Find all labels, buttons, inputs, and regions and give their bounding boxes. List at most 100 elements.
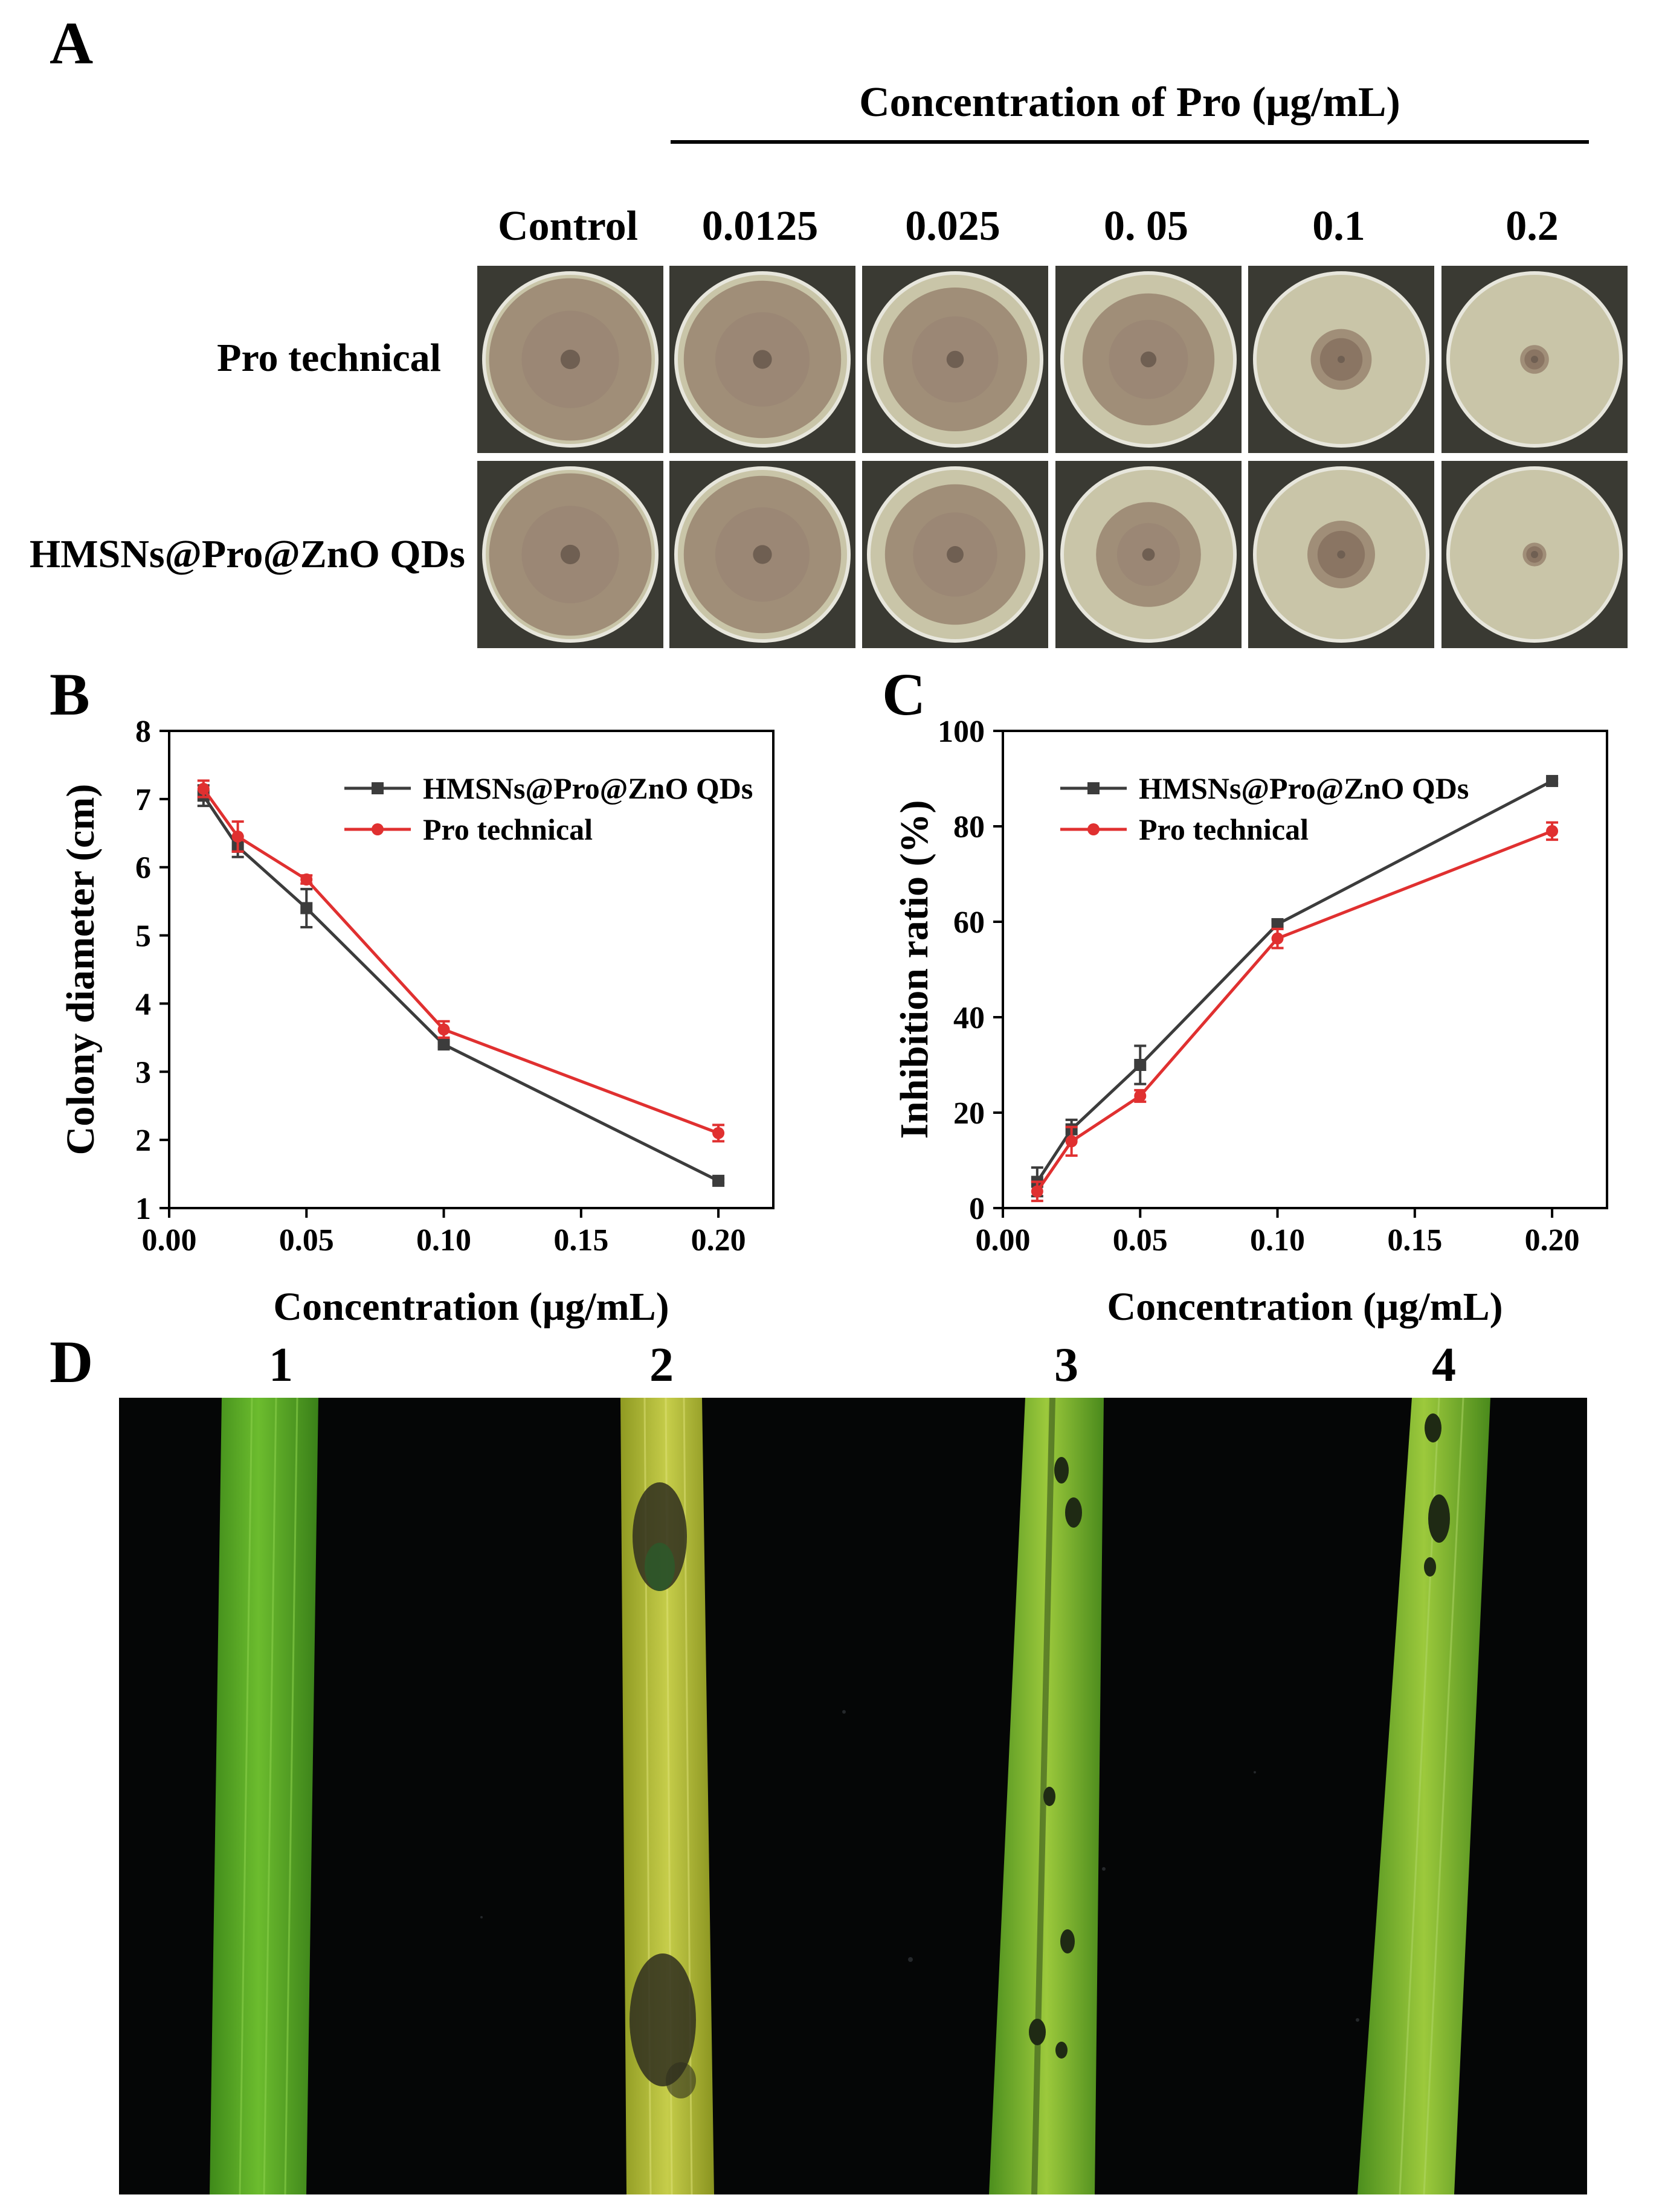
chart-c-plot-frame [1002, 730, 1608, 1209]
petri-dish-hmsns-0-05 [1055, 461, 1242, 648]
chart-c-data-point [1546, 774, 1559, 787]
chart-c-data-point [1134, 1059, 1147, 1071]
chart-b-y-tick-label: 6 [135, 851, 151, 886]
leaf-1-healthy [210, 1398, 318, 2194]
chart-c-y-axis-label: Inhibition ratio (%) [892, 800, 936, 1139]
chart-b-data-point [712, 1174, 725, 1187]
chart-c-data-point [1271, 918, 1284, 930]
dish-colony-center [947, 546, 964, 563]
chart-c-y-tick-label: 0 [969, 1192, 985, 1226]
chart-c-x-tick-label: 0.20 [1525, 1223, 1580, 1258]
chart-b-data-point [300, 902, 313, 915]
chart-b-y-tick-label: 3 [135, 1055, 151, 1090]
chart-b-x-tick-label: 0.00 [142, 1223, 197, 1258]
leaf-4-treated [1358, 1398, 1490, 2194]
chart-b-legend-marker [372, 823, 384, 835]
col-label-control: Control [497, 203, 639, 249]
chart-b-y-tick-label: 4 [135, 987, 151, 1021]
chart-c-legend-marker [1087, 782, 1100, 794]
dish-colony-center [946, 350, 964, 368]
petri-dish-pro-technical-0-025 [862, 266, 1048, 453]
dish-colony-center [1531, 356, 1538, 363]
chart-b-x-axis-label: Concentration (μg/mL) [273, 1285, 669, 1329]
col-label-0-2: 0.2 [1506, 203, 1559, 249]
petri-dish-hmsns-control [477, 461, 663, 648]
col-label-0-025: 0.025 [905, 203, 1000, 249]
chart-b-x-tick-label: 0.10 [416, 1223, 471, 1258]
chart-c-x-tick-label: 0.15 [1387, 1223, 1442, 1258]
concentration-header-rule [671, 140, 1589, 144]
chart-c-data-point [1546, 825, 1559, 837]
chart-b-plot-frame [168, 730, 775, 1209]
chart-b-x-tick-label: 0.05 [279, 1223, 334, 1258]
chart-b-y-tick-label: 2 [135, 1124, 151, 1158]
dish-colony-center [1142, 548, 1155, 561]
chart-b-y-tick-label: 1 [135, 1192, 151, 1226]
panel-a-letter: A [50, 10, 94, 77]
leaf-label-4: 4 [1432, 1339, 1456, 1392]
chart-b-y-tick-label: 7 [135, 783, 151, 817]
chart-b-y-tick-label: 5 [135, 919, 151, 954]
inhibition-ratio-chart: 0.00 0.05 0.10 0.15 0.20 0 20 40 60 80 100 Concentr… [892, 715, 1608, 1329]
chart-b-y-axis-label: Colony diameter (cm) [59, 784, 103, 1156]
chart-c-data-point [1031, 1185, 1043, 1198]
col-label-0-1: 0.1 [1312, 203, 1365, 249]
chart-c-data-point [1065, 1135, 1078, 1148]
leaf-2-lesions [630, 1482, 696, 2098]
petri-dish-pro-technical-0-1 [1248, 266, 1434, 453]
chart-b-series-line-0 [202, 794, 720, 1183]
chart-c-y-tick-label: 80 [953, 810, 985, 844]
row-label-pro-technical: Pro technical [217, 336, 441, 380]
panel-d-letter: D [50, 1328, 94, 1395]
chart-b-data-point [300, 873, 313, 886]
dish-colony-center [560, 349, 581, 370]
panel-c-letter: C [882, 661, 926, 728]
petri-dish-pro-technical-control [477, 266, 663, 453]
chart-c-x-axis-label: Concentration (μg/mL) [1107, 1285, 1503, 1329]
rice-leaf-illustration [210, 1398, 1490, 2194]
chart-c-y-tick-label: 100 [938, 715, 985, 749]
petri-dish-hmsns-0-0125 [669, 461, 855, 648]
chart-b-x-tick-label: 0.15 [553, 1223, 608, 1258]
chart-b-data-point [197, 782, 210, 795]
chart-b-data-point [437, 1038, 450, 1051]
chart-c-series-line-1 [1036, 829, 1553, 1192]
row-label-hmsns: HMSNs@Pro@ZnO QDs [29, 532, 465, 576]
chart-b-data-point [437, 1023, 450, 1036]
chart-c-y-tick-label: 40 [953, 1001, 985, 1035]
chart-b-x-tick-label: 0.20 [691, 1223, 746, 1258]
chart-c-legend-marker [1087, 823, 1100, 835]
chart-c-data-point [1134, 1090, 1147, 1102]
col-label-0-05: 0. 05 [1104, 203, 1188, 249]
chart-c-y-tick-label: 20 [953, 1096, 985, 1131]
chart-b-y-tick-label: 8 [135, 715, 151, 749]
chart-c-legend-label: HMSNs@Pro@ZnO QDs [1139, 771, 1469, 805]
chart-c-legend-label: Pro technical [1139, 812, 1309, 846]
dish-colony-center [560, 544, 581, 565]
petri-dish-pro-technical-0-2 [1441, 266, 1628, 453]
petri-dish-hmsns-0-2 [1441, 461, 1628, 648]
chart-b-data-point [231, 830, 244, 843]
col-label-0-0125: 0.0125 [701, 203, 819, 249]
petri-dish-pro-technical-0-05 [1055, 266, 1242, 453]
dish-colony-center [753, 350, 772, 369]
chart-b-data-point [712, 1127, 725, 1139]
chart-b-legend-marker [372, 782, 384, 794]
leaf-label-3: 3 [1054, 1339, 1078, 1392]
colony-diameter-chart: 0.00 0.05 0.10 0.15 0.20 1 2 3 4 5 6 7 8 Concentratio… [59, 715, 775, 1329]
chart-c-y-tick-label: 60 [953, 905, 985, 940]
chart-c-data-point [1271, 932, 1284, 945]
petri-dish-hmsns-0-025 [862, 461, 1048, 648]
petri-dish-pro-technical-0-0125 [669, 266, 855, 453]
dish-colony-center [1140, 351, 1157, 368]
petri-dish-hmsns-0-1 [1248, 461, 1434, 648]
leaf-4-lesions [1424, 1413, 1450, 1577]
leaf-label-1: 1 [269, 1339, 293, 1392]
chart-c-x-tick-label: 0.05 [1113, 1223, 1168, 1258]
dish-colony-center [1337, 355, 1345, 364]
leaf-label-2: 2 [649, 1339, 674, 1392]
leaf-3-lesions [1029, 1457, 1082, 2059]
chart-b-legend-label: HMSNs@Pro@ZnO QDs [423, 771, 753, 805]
chart-c-x-tick-label: 0.00 [976, 1223, 1031, 1258]
rice-leaf-photo [119, 1398, 1587, 2194]
